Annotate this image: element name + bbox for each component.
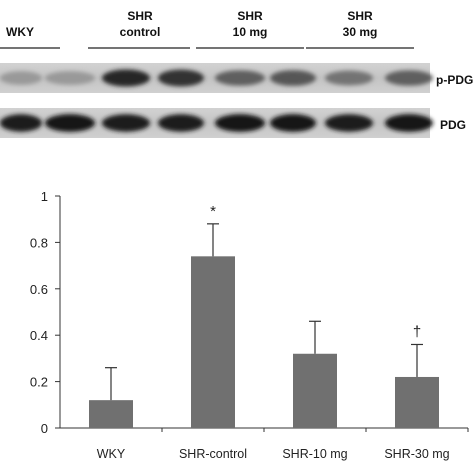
blot-band bbox=[215, 70, 265, 86]
blot-band bbox=[102, 114, 150, 132]
y-tick-label: 0.6 bbox=[30, 282, 48, 297]
blot-group-label: SHR bbox=[237, 9, 263, 23]
blot-band bbox=[270, 70, 316, 86]
blot-group-label: WKY bbox=[6, 25, 34, 39]
blot-band bbox=[158, 114, 204, 132]
x-category-label: WKY bbox=[97, 447, 126, 461]
blot-group-label: 30 mg bbox=[343, 25, 378, 39]
x-category-label: SHR-30 mg bbox=[384, 447, 449, 461]
blot-row-label: p-PDG bbox=[436, 73, 473, 87]
blot-row: p-PDG bbox=[0, 63, 473, 93]
significance-marker: * bbox=[210, 203, 216, 220]
blot-band bbox=[45, 71, 95, 85]
y-tick-label: 0.4 bbox=[30, 328, 48, 343]
y-tick-label: 1 bbox=[41, 189, 48, 204]
blot-row-label: PDG bbox=[440, 118, 466, 132]
significance-marker: † bbox=[413, 323, 421, 340]
blot-band bbox=[270, 114, 316, 132]
blot-group-header: SHR control bbox=[88, 9, 190, 49]
blot-band bbox=[0, 114, 42, 132]
blot-band bbox=[385, 114, 433, 132]
bar bbox=[89, 400, 133, 428]
blot-band bbox=[385, 70, 433, 86]
blot-band bbox=[158, 69, 204, 87]
y-tick-label: 0 bbox=[41, 421, 48, 436]
blot-band bbox=[102, 69, 150, 87]
bar bbox=[293, 353, 337, 428]
bar bbox=[395, 376, 439, 428]
blot-band bbox=[45, 114, 95, 132]
blot-group-label: SHR bbox=[127, 9, 153, 23]
blot-band bbox=[325, 114, 373, 132]
blot-row: PDG bbox=[0, 108, 466, 138]
blot-band bbox=[325, 70, 373, 86]
y-tick-label: 0.2 bbox=[30, 375, 48, 390]
blot-band bbox=[215, 114, 265, 132]
blot-group-header: SHR 30 mg bbox=[306, 9, 414, 49]
blot-group-header: SHR 10 mg bbox=[196, 9, 304, 49]
bar bbox=[191, 256, 235, 428]
x-category-label: SHR-10 mg bbox=[282, 447, 347, 461]
blot-group-label: 10 mg bbox=[233, 25, 268, 39]
blot-group-label: SHR bbox=[347, 9, 373, 23]
blot-group-header: WKY bbox=[0, 25, 60, 49]
blot-band bbox=[0, 71, 42, 85]
blot-group-label: control bbox=[120, 25, 161, 39]
y-tick-label: 0.8 bbox=[30, 235, 48, 250]
western-blot-panel: WKY SHR control SHR 10 mg SHR 30 mg p-PDG PDG bbox=[0, 9, 473, 138]
x-category-label: SHR-control bbox=[179, 447, 247, 461]
